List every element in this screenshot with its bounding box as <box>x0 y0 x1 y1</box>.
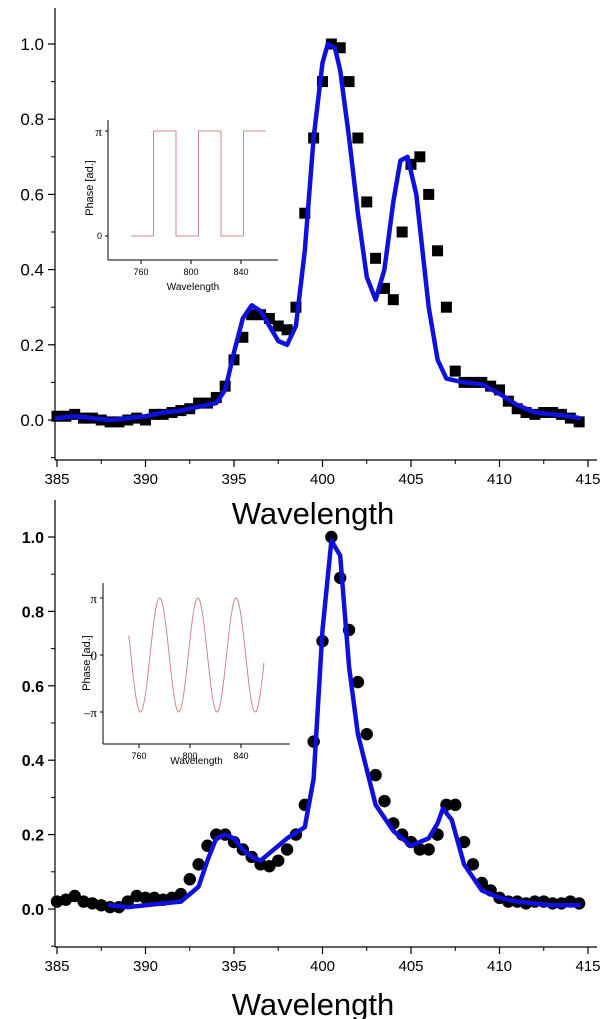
data-point <box>351 675 365 689</box>
y-tick-label: 0.2 <box>22 828 44 845</box>
x-tick-label: 410 <box>487 958 512 975</box>
y-tick-label: 0.6 <box>20 185 44 204</box>
x-tick-label: 385 <box>44 958 69 975</box>
data-point <box>361 196 373 208</box>
x-tick-label: 415 <box>575 958 600 975</box>
data-point <box>413 843 427 856</box>
y-tick-label: 0.8 <box>22 604 44 621</box>
inset-x-tick-label: 760 <box>133 267 148 277</box>
inset-phase-line <box>131 130 266 237</box>
y-tick-label: 0.0 <box>22 902 44 919</box>
data-point <box>485 380 497 392</box>
data-point <box>511 403 523 415</box>
inset-chart: 760 800 840 Wavelength Phase [ad.] 0 π <box>84 120 278 293</box>
data-point <box>334 42 346 54</box>
y-tick-label: 0.0 <box>20 411 44 430</box>
chart-bottom: 385 390 395 400 405 410 415 0.0 0.2 0.4 0.6 0.8 1.0 W… <box>22 500 601 1019</box>
data-point <box>281 324 293 336</box>
x-axis-label: Wavelength <box>232 496 395 531</box>
data-point <box>466 858 480 871</box>
data-point <box>440 301 452 313</box>
data-point <box>280 843 294 856</box>
data-point <box>422 843 435 856</box>
inset-y-tick-label: 0 <box>97 231 102 241</box>
inset-x-tick-label: 800 <box>183 267 198 277</box>
inset-y-tick-label: –π <box>83 705 98 720</box>
data-point <box>68 889 81 903</box>
inset-y-tick-label: 0 <box>91 648 98 663</box>
data-point <box>369 768 382 782</box>
data-point <box>520 406 532 418</box>
fit-line <box>107 538 582 910</box>
inset-y-axis-label: Phase [ad.] <box>84 160 96 216</box>
data-point <box>423 188 435 200</box>
x-tick-label: 390 <box>133 471 158 488</box>
y-tick-label: 0.4 <box>20 261 44 280</box>
data-point <box>246 309 258 321</box>
x-tick-label: 405 <box>398 958 423 975</box>
inset-x-tick-label: 840 <box>233 267 248 277</box>
x-tick-label: 390 <box>133 958 158 975</box>
data-point <box>325 530 338 544</box>
data-point <box>140 414 151 426</box>
x-tick-label: 400 <box>310 958 335 975</box>
inset-x-axis-label: Wavelength <box>170 756 222 767</box>
data-point <box>299 207 311 219</box>
x-tick-label: 415 <box>575 471 600 488</box>
data-point <box>396 226 408 238</box>
data-point <box>449 365 461 377</box>
data-point <box>237 331 249 343</box>
data-point <box>573 416 585 428</box>
x-tick-label: 405 <box>398 471 423 488</box>
x-axis-label: Wavelength <box>232 987 395 1019</box>
inset-x-tick-label: 840 <box>233 751 248 761</box>
data-point <box>193 397 205 409</box>
inset-phase-line <box>128 597 265 713</box>
x-tick-label: 395 <box>221 958 246 975</box>
data-point <box>272 854 285 867</box>
inset-chart: 760 800 840 Wavelength Phase [ad.] π 0 –π <box>81 583 290 767</box>
inset-y-tick-label: π <box>90 591 97 606</box>
data-point <box>414 151 426 163</box>
data-point <box>494 384 505 396</box>
data-point <box>263 860 276 873</box>
x-tick-label: 400 <box>310 471 335 488</box>
data-point <box>360 727 373 741</box>
y-tick-label: 1.0 <box>22 530 44 547</box>
x-tick-label: 395 <box>221 471 246 488</box>
y-tick-label: 1.0 <box>20 35 44 54</box>
fit-line <box>54 41 582 423</box>
data-point <box>352 132 364 144</box>
inset-y-axis-label: Phase [ad.] <box>81 635 93 691</box>
inset-x-tick-label: 760 <box>131 751 146 761</box>
y-tick-label: 0.4 <box>22 753 44 770</box>
data-point <box>387 294 399 306</box>
y-tick-label: 0.6 <box>22 679 44 696</box>
x-tick-label: 410 <box>487 471 512 488</box>
data-point <box>432 245 444 257</box>
inset-x-tick-label: 800 <box>182 751 197 761</box>
y-tick-label: 0.2 <box>20 336 44 355</box>
x-tick-label: 385 <box>44 471 69 488</box>
data-point <box>210 391 222 403</box>
inset-background <box>103 583 290 744</box>
data-point <box>139 891 152 905</box>
data-point <box>272 320 284 332</box>
data-point <box>183 873 196 886</box>
y-tick-label: 0.8 <box>20 110 44 129</box>
data-point <box>343 76 355 88</box>
data-point <box>263 312 275 324</box>
inset-background <box>108 120 278 260</box>
inset-x-axis-label: Wavelength <box>167 282 219 293</box>
data-point <box>370 252 382 264</box>
data-point <box>192 858 205 871</box>
chart-top: 385 390 395 400 405 410 415 0.0 0.2 0.4 0.6 0.8 1.0 W… <box>20 8 601 531</box>
data-point <box>378 794 391 808</box>
data-point <box>378 282 390 294</box>
data-point <box>113 416 125 428</box>
data-point <box>449 798 462 812</box>
inset-y-tick-label: π <box>95 124 102 139</box>
